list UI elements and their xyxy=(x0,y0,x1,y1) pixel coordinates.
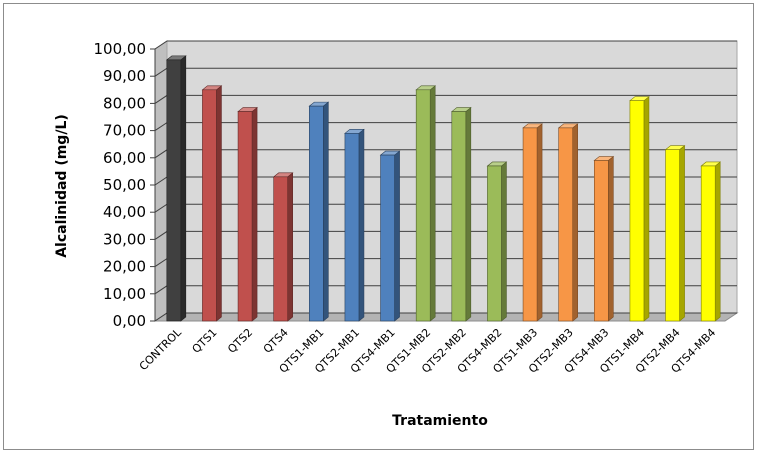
bar-front xyxy=(630,101,644,321)
bar-front xyxy=(487,166,501,321)
bar-side xyxy=(608,157,613,321)
bar-front xyxy=(167,60,181,321)
bar-front xyxy=(666,150,680,321)
bar-qts4-mb1 xyxy=(381,151,400,321)
y-tick-label: 30,00 xyxy=(103,230,146,248)
bar-side xyxy=(395,151,400,321)
bar-qts4-mb2 xyxy=(487,162,506,321)
bar-qts1-mb4 xyxy=(630,97,649,321)
bar-qts2 xyxy=(238,108,257,321)
bar-front xyxy=(416,90,430,321)
bar-front xyxy=(594,161,608,321)
bar-side xyxy=(466,108,471,321)
y-tick-label: 80,00 xyxy=(103,94,146,112)
bar-qts2-mb3 xyxy=(559,124,578,321)
bar-side xyxy=(715,162,720,321)
bar-front xyxy=(238,112,252,321)
bar-control xyxy=(167,56,186,321)
bar-qts1-mb3 xyxy=(523,124,542,321)
bar-qts1 xyxy=(202,86,221,321)
bar-front xyxy=(381,155,395,321)
bar-qts1-mb1 xyxy=(309,102,328,321)
y-tick-label: 90,00 xyxy=(103,67,146,85)
bar-side xyxy=(537,124,542,321)
y-tick-label: 100,00 xyxy=(94,40,147,58)
y-tick-labels: 0,00 10,00 20,00 30,00 40,00 50,00 60,00 70,00 8… xyxy=(94,40,147,330)
bar-qts2-mb1 xyxy=(345,129,364,321)
bar-side xyxy=(680,146,685,321)
y-tick-label: 40,00 xyxy=(103,203,146,221)
y-axis-label: Alcalinidad (mg/L) xyxy=(54,114,70,258)
y-tick-label: 70,00 xyxy=(103,122,146,140)
bar-side xyxy=(501,162,506,321)
bar-side xyxy=(359,129,364,321)
bar-side xyxy=(216,86,221,321)
bar-front xyxy=(202,90,216,321)
y-tick-label: 60,00 xyxy=(103,149,146,167)
y-tick-label: 20,00 xyxy=(103,258,146,276)
bar-side xyxy=(288,173,293,321)
bar-side xyxy=(252,108,257,321)
bar-qts2-mb4 xyxy=(666,146,685,321)
bar-side xyxy=(430,86,435,321)
y-tick-label: 0,00 xyxy=(113,312,146,330)
bar-qts4-mb4 xyxy=(701,162,720,321)
bar-qts2-mb2 xyxy=(452,108,471,321)
bar-front xyxy=(345,133,359,321)
bar-side xyxy=(644,97,649,321)
bar-qts4 xyxy=(274,173,293,321)
bar-side xyxy=(573,124,578,321)
bar-front xyxy=(309,106,323,321)
bar-front xyxy=(452,112,466,321)
bar-front xyxy=(701,166,715,321)
bar-qts1-mb2 xyxy=(416,86,435,321)
y-tick-label: 10,00 xyxy=(103,285,146,303)
x-axis-label: Tratamiento xyxy=(392,413,488,429)
bar-front xyxy=(523,128,537,321)
bar-qts4-mb3 xyxy=(594,157,613,321)
y-tick-label: 50,00 xyxy=(103,176,146,194)
bar-side xyxy=(323,102,328,321)
x-tick-label: CONTROL xyxy=(137,325,185,373)
bar-front xyxy=(559,128,573,321)
x-tick-label: QTS1 xyxy=(190,326,220,356)
bar-side xyxy=(181,56,186,321)
bar-front xyxy=(274,177,288,321)
x-tick-label: QTS4 xyxy=(261,326,291,356)
x-tick-label: QTS2 xyxy=(225,326,255,356)
x-tick-labels: CONTROL QTS1 QTS2 QTS4QTS1-MB1QTS2-MB1QTS4-… xyxy=(137,325,719,375)
